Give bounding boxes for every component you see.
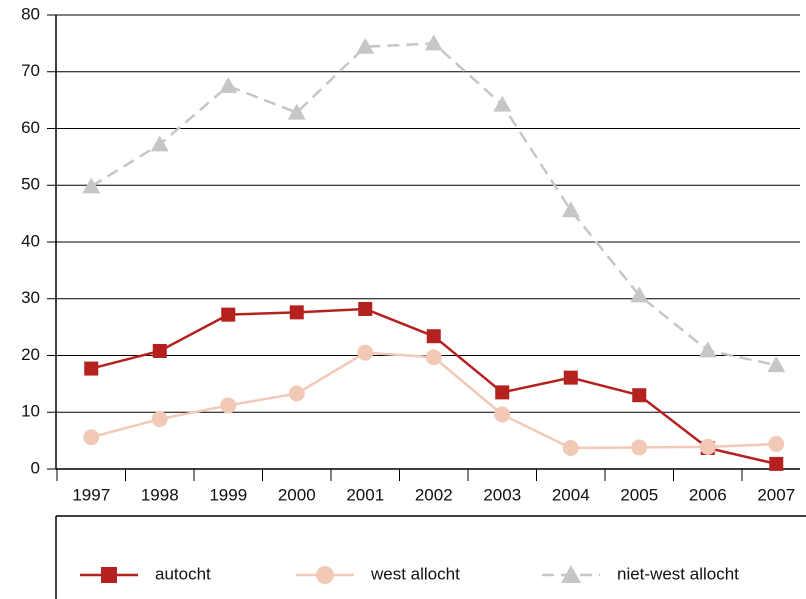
data-point: [221, 307, 236, 322]
x-tick-label: 2007: [757, 485, 795, 504]
data-point: [768, 436, 785, 453]
x-tick-label: 2005: [620, 485, 658, 504]
data-point: [563, 370, 578, 385]
data-point: [357, 344, 374, 361]
data-point: [356, 37, 375, 54]
data-point: [426, 329, 441, 344]
legend-marker: [561, 565, 581, 583]
data-point: [495, 385, 510, 400]
data-point: [561, 201, 580, 218]
y-tick-label: 0: [31, 458, 40, 477]
data-point: [219, 76, 238, 93]
data-point: [287, 103, 306, 120]
x-tick-label: 1998: [141, 485, 179, 504]
data-point: [631, 439, 648, 456]
y-tick-label: 10: [21, 402, 40, 421]
legend-marker: [316, 566, 334, 584]
y-tick-label: 70: [21, 61, 40, 80]
data-point: [84, 361, 99, 376]
y-tick-label: 80: [21, 4, 40, 23]
legend-marker: [101, 567, 117, 583]
data-point: [425, 349, 442, 366]
data-point: [288, 385, 305, 402]
series-line: [90, 351, 777, 450]
data-point: [632, 388, 647, 403]
data-point: [767, 356, 786, 373]
data-point: [152, 343, 167, 358]
data-point: [83, 429, 100, 446]
x-tick-label: 1999: [209, 485, 247, 504]
x-tick-label: 2002: [415, 485, 453, 504]
data-point: [82, 177, 101, 194]
y-tick-label: 20: [21, 345, 40, 364]
data-point: [493, 95, 512, 112]
x-tick-label: 2000: [278, 485, 316, 504]
series-line: [90, 42, 777, 367]
data-point: [698, 341, 717, 358]
x-tick-label: 2004: [552, 485, 590, 504]
data-point: [220, 397, 237, 414]
y-tick-label: 60: [21, 118, 40, 137]
data-point: [769, 456, 784, 471]
data-point: [424, 34, 443, 51]
data-point: [562, 440, 579, 457]
data-point: [289, 305, 304, 320]
data-point: [630, 286, 649, 303]
y-tick-label: 40: [21, 231, 40, 250]
x-tick-label: 2006: [689, 485, 727, 504]
data-point: [150, 135, 169, 152]
legend-label: niet-west allocht: [617, 564, 739, 583]
data-point: [494, 406, 511, 423]
data-point: [358, 301, 373, 316]
y-tick-label: 30: [21, 288, 40, 307]
x-tick-label: 2003: [483, 485, 521, 504]
y-tick-label: 50: [21, 175, 40, 194]
legend-label: autocht: [155, 564, 211, 583]
legend-label: west allocht: [370, 564, 460, 583]
data-point: [699, 438, 716, 455]
x-tick-label: 2001: [346, 485, 384, 504]
data-point: [151, 411, 168, 428]
x-tick-label: 1997: [72, 485, 110, 504]
